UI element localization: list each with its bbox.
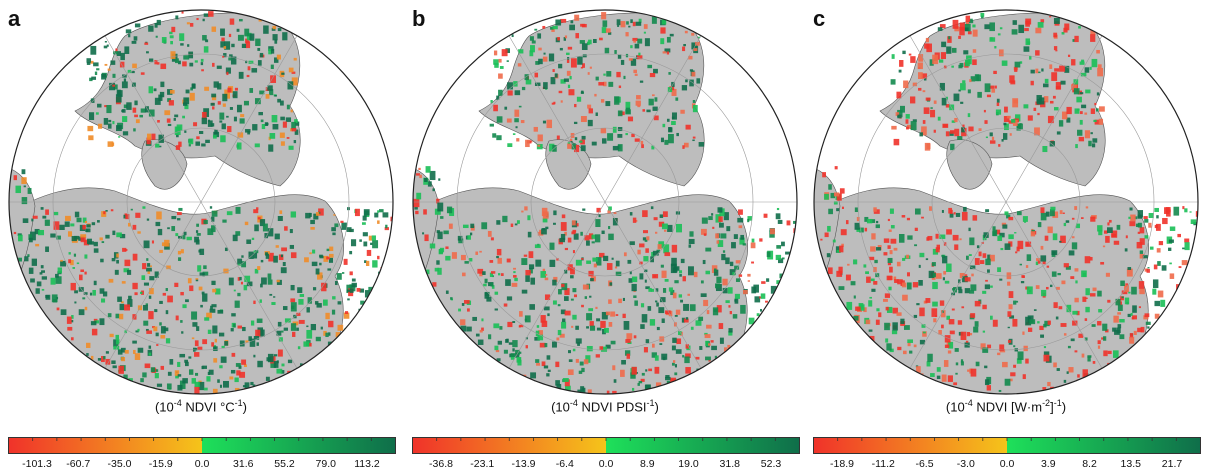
colorbar-tick-label: 8.2 xyxy=(1082,458,1097,470)
map-border xyxy=(813,9,1199,395)
polar-map-a xyxy=(8,9,394,395)
polar-map-b xyxy=(412,9,798,395)
colorbar-ticks: -18.9 -11.2 -6.5 -3.0 0.0 3.9 8.2 13.5 21.7 xyxy=(813,458,1201,472)
colorbar-ticks: -101.3 -60.7 -35.0 -15.9 0.0 31.6 55.2 79.0 113.… xyxy=(8,458,396,472)
colorbar-tick-label: 79.0 xyxy=(315,458,336,470)
colorbar-unit-label: (10-4 NDVI °C-1) xyxy=(154,398,248,415)
graticule xyxy=(413,35,797,369)
eurasia xyxy=(413,187,749,394)
colorbar-tick-label: 31.8 xyxy=(719,458,740,470)
colorbar-tick-label: 8.9 xyxy=(639,458,655,470)
colorbar-svg xyxy=(412,437,800,454)
panel-b: b (10-4 NDVI PDSI-1) -36.8 -23.1 -13.9 -6.4… xyxy=(404,0,806,476)
colorbar-tick-label: -3.0 xyxy=(956,458,975,470)
colorbar-tick-label: -6.4 xyxy=(555,458,574,470)
colorbar-tick-label: -15.9 xyxy=(148,458,173,470)
colorbar-tick-label: 0.0 xyxy=(194,458,210,470)
map-border xyxy=(412,9,798,395)
colorbar-tick-label: -6.5 xyxy=(915,458,934,470)
panel-label: a xyxy=(8,6,21,31)
data-pixels xyxy=(13,11,393,394)
map-content xyxy=(9,10,393,394)
colorbar-tick-label: 13.5 xyxy=(1120,458,1141,470)
colorbar-ticks: -36.8 -23.1 -13.9 -6.4 0.0 8.9 19.0 31.8 52.3 xyxy=(412,458,800,472)
colorbar-tick-label: 19.0 xyxy=(678,458,699,470)
colorbar-tick-label: 0.0 xyxy=(999,458,1015,470)
colorbar-unit-label: (10-4 NDVI [W·m-2]-1) xyxy=(945,398,1067,415)
colorbar-tick-label: 52.3 xyxy=(760,458,782,470)
colorbar-tick-label: 31.6 xyxy=(233,458,254,470)
colorbar-tick-label: -11.2 xyxy=(871,458,895,470)
eurasia xyxy=(9,187,345,394)
colorbar-tick-label: -18.9 xyxy=(830,458,854,470)
greenland xyxy=(141,139,188,190)
colorbar xyxy=(8,437,396,454)
greenland xyxy=(946,139,993,190)
data-pixels xyxy=(413,12,797,394)
colorbar-tick-label: 55.2 xyxy=(274,458,295,470)
polar-map-c xyxy=(813,9,1199,395)
colorbar-svg xyxy=(813,437,1201,454)
panel-c: c (10-4 NDVI [W·m-2]-1) -18.9 -11.2 -6.5 -3… xyxy=(805,0,1207,476)
colorbar-tick-label: -23.1 xyxy=(470,458,495,470)
map-border xyxy=(8,9,394,395)
colorbar-tick-label: 21.7 xyxy=(1161,458,1183,470)
graticule xyxy=(9,35,393,369)
panel-label: b xyxy=(412,6,426,31)
colorbar-svg xyxy=(8,437,396,454)
colorbar-unit-label: (10-4 NDVI PDSI-1) xyxy=(551,398,659,415)
colorbar-tick-label: -60.7 xyxy=(66,458,91,470)
panel-label: c xyxy=(813,6,826,31)
colorbar-tick-label: -13.9 xyxy=(511,458,536,470)
colorbar-tick-label: -35.0 xyxy=(107,458,132,470)
map-content xyxy=(413,10,797,394)
panel-a: a (10-4 NDVI °C-1) -101.3 -60.7 -35.0 -15.9… xyxy=(0,0,402,476)
colorbar-tick-label: 113.2 xyxy=(354,458,380,470)
map-content xyxy=(814,10,1198,394)
colorbar xyxy=(813,437,1201,454)
graticule xyxy=(814,35,1198,369)
colorbar-tick-label: 0.0 xyxy=(598,458,614,470)
colorbar-tick-label: -36.8 xyxy=(429,458,453,470)
colorbar-tick-label: 3.9 xyxy=(1040,458,1056,470)
colorbar xyxy=(412,437,800,454)
colorbar-tick-label: -101.3 xyxy=(22,458,52,470)
